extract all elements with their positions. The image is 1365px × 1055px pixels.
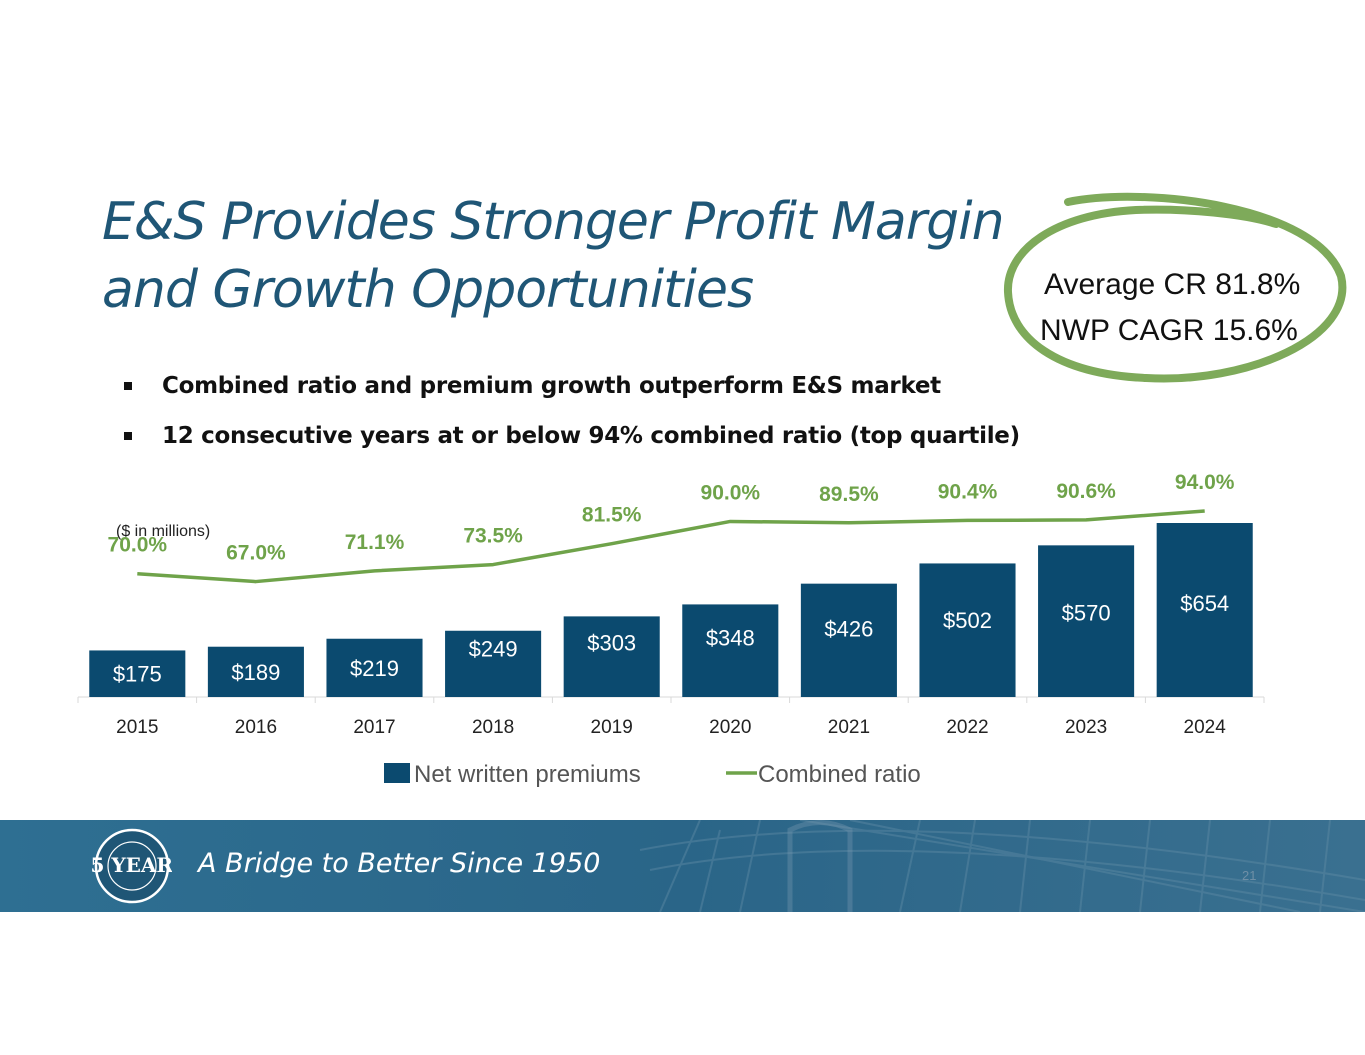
bar-value-label: $502 [943,608,992,633]
x-tick-label: 2019 [591,717,633,738]
x-tick-label: 2024 [1184,717,1227,738]
hand-drawn-ring [1003,192,1347,383]
bar-nwp-2024 [1156,523,1253,697]
x-tick-label: 2017 [353,717,395,738]
x-tick-label: 2023 [1065,717,1107,738]
x-tick-label: 2018 [472,717,514,738]
bar-value-label: $426 [824,617,873,642]
x-tick-label: 2015 [116,717,158,738]
bar-value-label: $189 [231,660,280,685]
premiums-combined-ratio-chart: ($ in millions) $175 $189 $219 $249 $303 $348 $… [77,471,1265,788]
callout-average-cr: Average CR 81.8% [1044,268,1301,301]
ratio-value-label: 81.5% [582,504,642,527]
x-tick-label: 2016 [235,717,277,738]
x-tick-label: 2022 [946,717,988,738]
ratio-value-label: 73.5% [463,525,523,548]
bar-nwp-2018 [445,630,542,697]
bar-nwp-2023 [1038,545,1135,697]
title-line-2: and Growth Opportunities [102,260,754,320]
bar-nwp-2020 [682,604,779,697]
bar-nwp-2017 [326,638,423,697]
legend-label: Combined ratio [758,761,921,788]
bar-nwp-2016 [207,646,304,697]
company-seal-logo: 75 YEARS [92,828,172,904]
bullet-text: Combined ratio and premium growth outper… [162,373,941,399]
footer-bridge-background [0,820,1365,912]
ratio-value-label: 90.4% [938,480,998,503]
bullet-item: 12 consecutive years at or below 94% com… [122,416,1020,466]
callout-nwp-cagr: NWP CAGR 15.6% [1040,314,1298,347]
bullet-square-icon [124,432,132,440]
footer-banner: 75 YEARS A Bridge to Better Since 1950 2… [0,820,1365,912]
legend-label: Net written premiums [414,761,641,788]
bar-nwp-2019 [563,616,660,697]
bar-value-label: $570 [1062,601,1111,626]
bar-nwp-2022 [919,563,1016,697]
ratio-value-label: 71.1% [345,531,405,554]
page-number: 21 [1242,868,1257,883]
bullet-item: Combined ratio and premium growth outper… [122,366,1020,416]
bar-nwp-2015 [89,650,186,697]
bullet-list: Combined ratio and premium growth outper… [122,366,1020,466]
ratio-value-label: 89.5% [819,483,879,506]
x-tick-label: 2020 [709,717,751,738]
bar-nwp-2021 [800,583,897,697]
callout-circle: Average CR 81.8% NWP CAGR 15.6% [996,188,1356,388]
bar-value-label: $303 [587,630,636,655]
bullet-text: 12 consecutive years at or below 94% com… [162,423,1020,449]
bar-value-label: $348 [706,625,755,650]
slide-title: E&S Provides Stronger Profit Margin and … [102,188,1005,324]
x-tick-label: 2021 [828,717,870,738]
bullet-square-icon [124,382,132,390]
logo-text: 75 YEARS [92,853,172,877]
ratio-value-label: 70.0% [108,534,168,557]
chart-note: ($ in millions) [116,523,210,540]
legend-swatch-bar [384,763,410,783]
bar-value-label: $175 [113,662,162,687]
footer-tagline: A Bridge to Better Since 1950 [198,848,601,879]
ratio-value-label: 90.0% [701,481,761,504]
bar-value-label: $654 [1180,591,1229,616]
ratio-value-label: 90.6% [1056,480,1116,503]
ratio-value-label: 94.0% [1175,471,1235,494]
bar-value-label: $219 [350,656,399,681]
bar-value-label: $249 [469,636,518,661]
title-line-1: E&S Provides Stronger Profit Margin [102,192,1005,252]
combined-ratio-line [137,509,1205,584]
ratio-value-label: 67.0% [226,542,286,565]
